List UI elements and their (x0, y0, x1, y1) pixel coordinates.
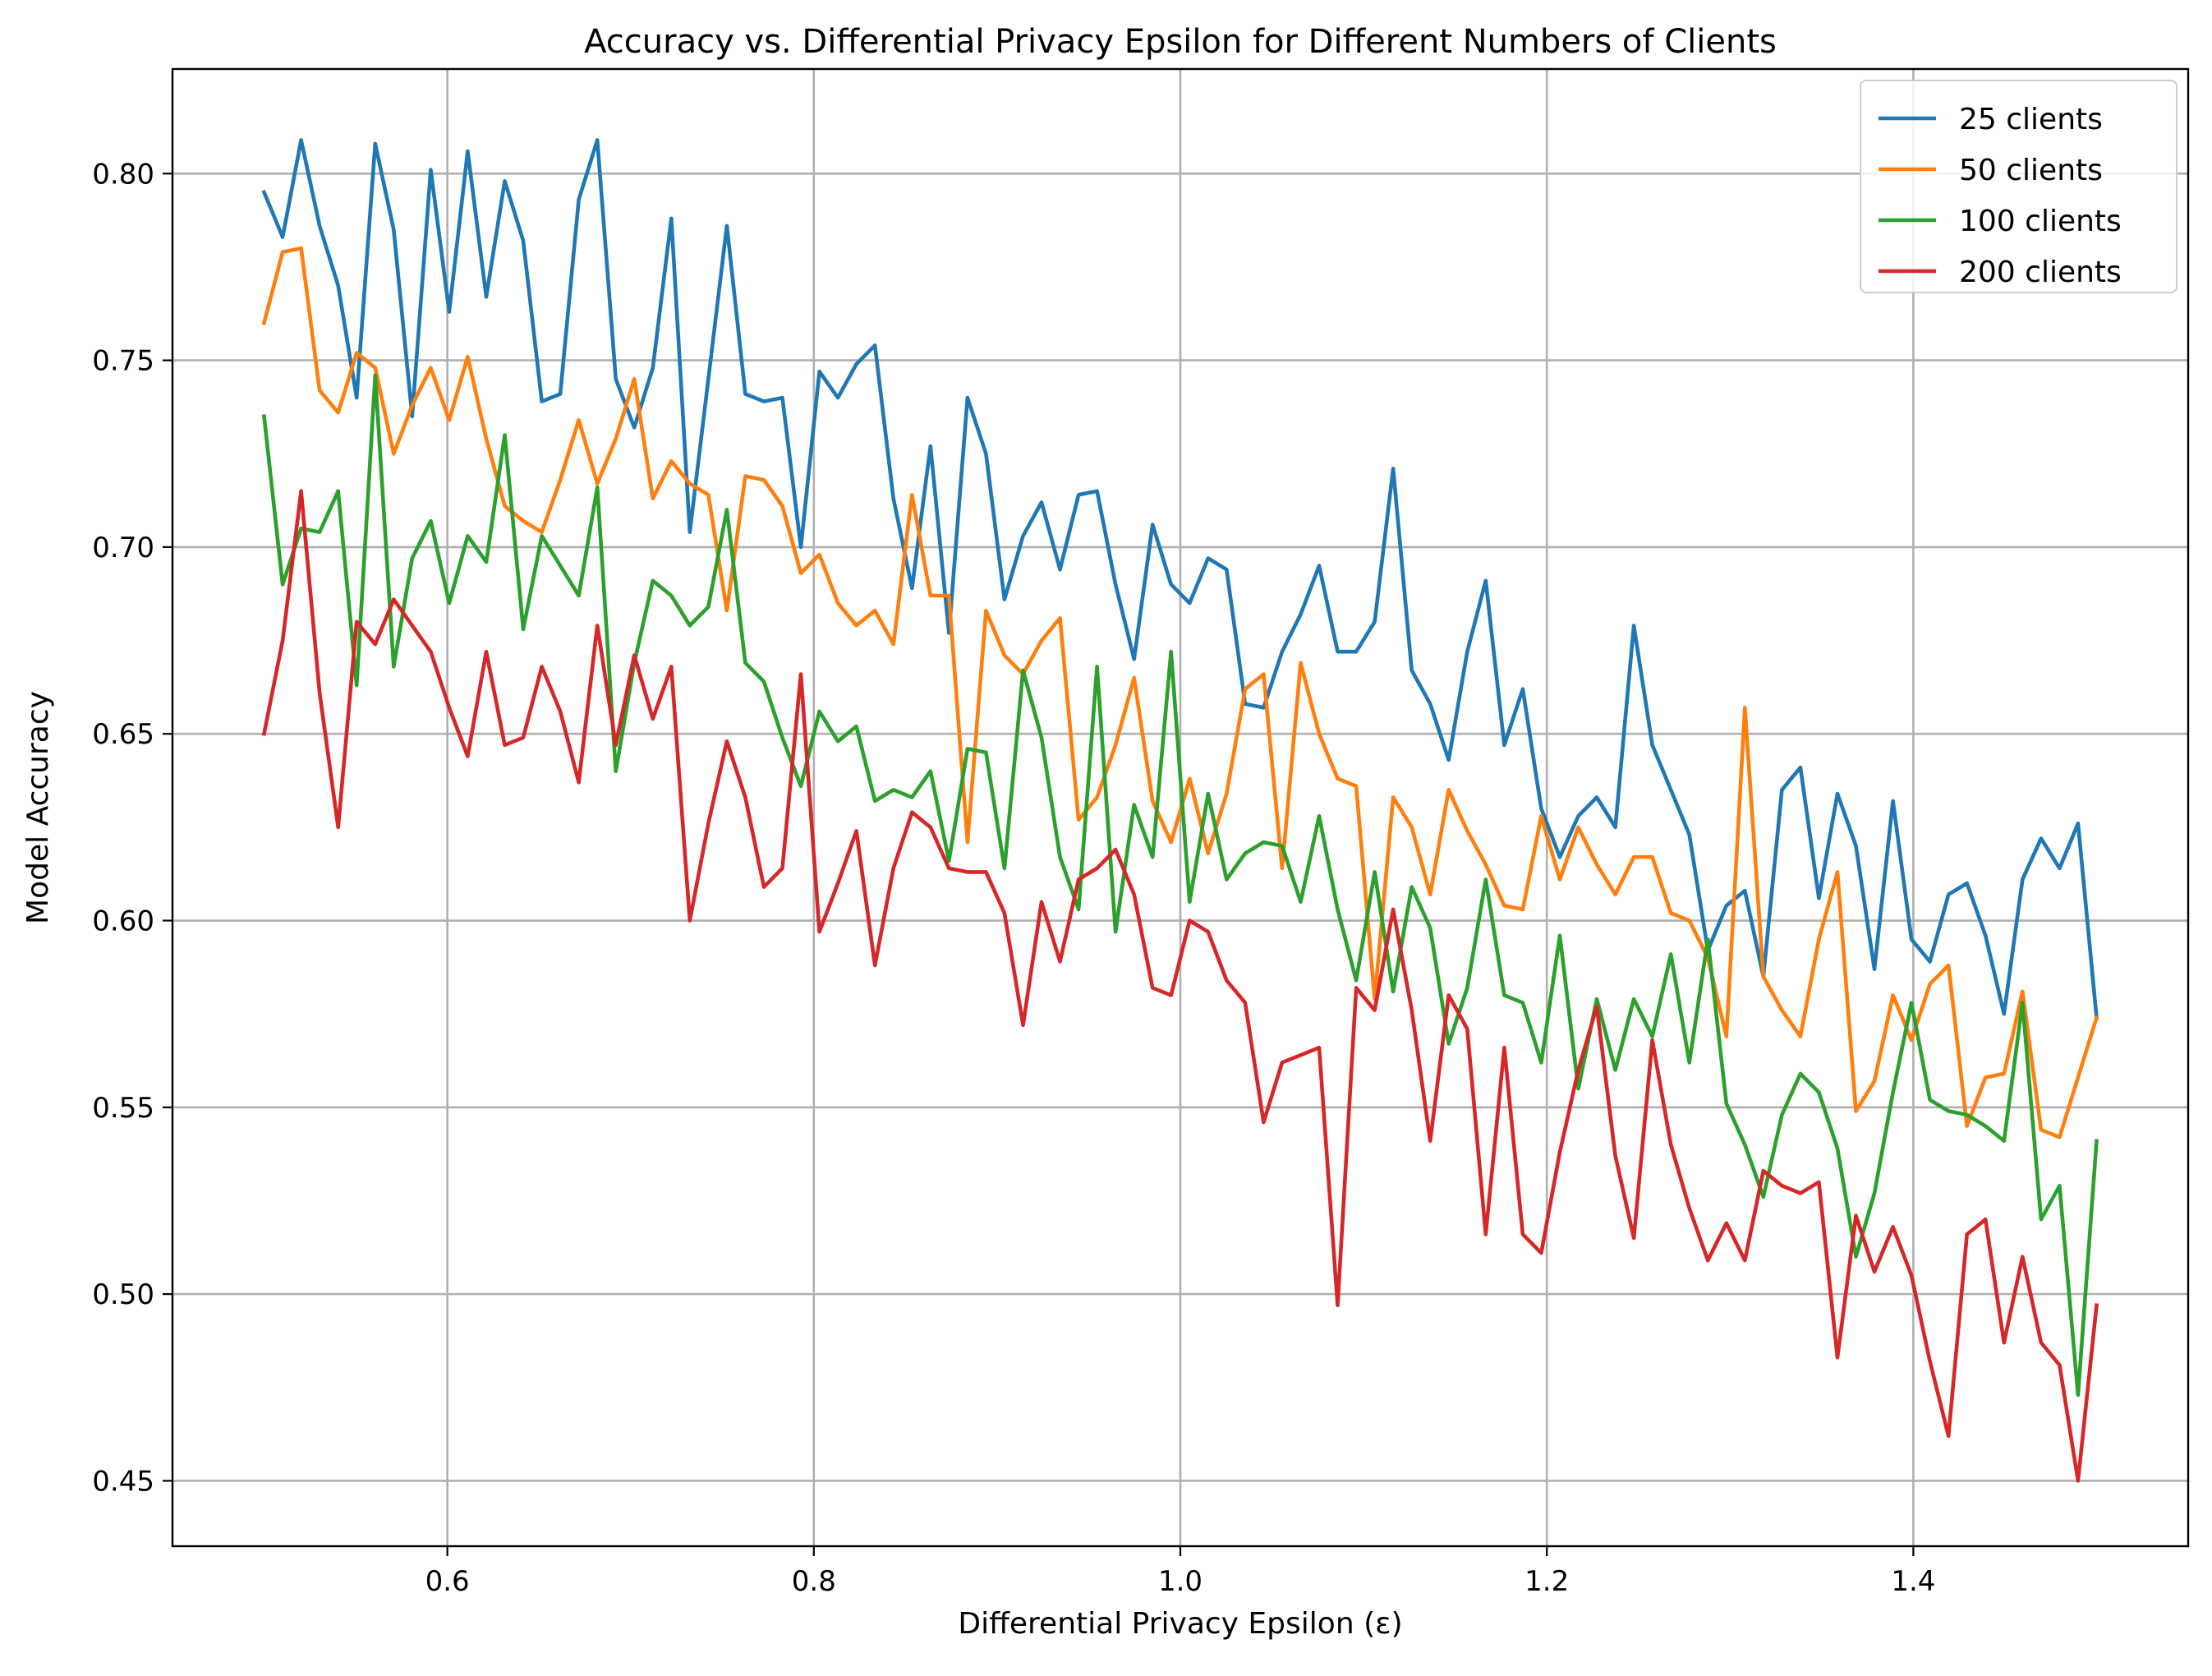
series-line-50-clients (261, 246, 2099, 1140)
series-lines (261, 138, 2099, 1483)
y-tick-label: 0.55 (92, 1092, 154, 1125)
legend-box (1860, 80, 2178, 293)
series-line-100-clients (261, 373, 2099, 1397)
axis-ticks: 0.6 0.8 1.0 1.2 1.4 0.45 0.50 0.55 0.60 0.65 0.70 0… (92, 158, 1935, 1598)
y-tick-label: 0.60 (92, 905, 154, 938)
x-tick-label: 1.2 (1524, 1565, 1569, 1598)
y-tick-label: 0.45 (92, 1465, 154, 1498)
y-tick-label: 0.65 (92, 718, 154, 751)
y-tick-label: 0.80 (92, 158, 154, 191)
x-tick-label: 0.8 (792, 1565, 836, 1598)
y-tick-label: 0.70 (92, 532, 154, 564)
x-tick-label: 0.6 (425, 1565, 470, 1598)
series-line-200-clients (261, 489, 2099, 1483)
series-line-25-clients (261, 138, 2099, 1020)
legend-label: 50 clients (1959, 154, 2103, 187)
legend-label: 25 clients (1959, 103, 2103, 136)
y-tick-label: 0.75 (92, 345, 154, 378)
y-axis-label: Model Accuracy (21, 691, 55, 924)
x-tick-label: 1.0 (1158, 1565, 1203, 1598)
x-axis-label: Differential Privacy Epsilon (ε) (958, 1607, 1402, 1641)
legend: 25 clients 50 clients 100 clients 200 clien… (1860, 80, 2178, 293)
x-tick-label: 1.4 (1891, 1565, 1935, 1598)
legend-label: 100 clients (1959, 205, 2122, 238)
chart-title: Accuracy vs. Differential Privacy Epsilo… (584, 23, 1777, 61)
legend-label: 200 clients (1959, 256, 2122, 289)
y-tick-label: 0.50 (92, 1278, 154, 1311)
